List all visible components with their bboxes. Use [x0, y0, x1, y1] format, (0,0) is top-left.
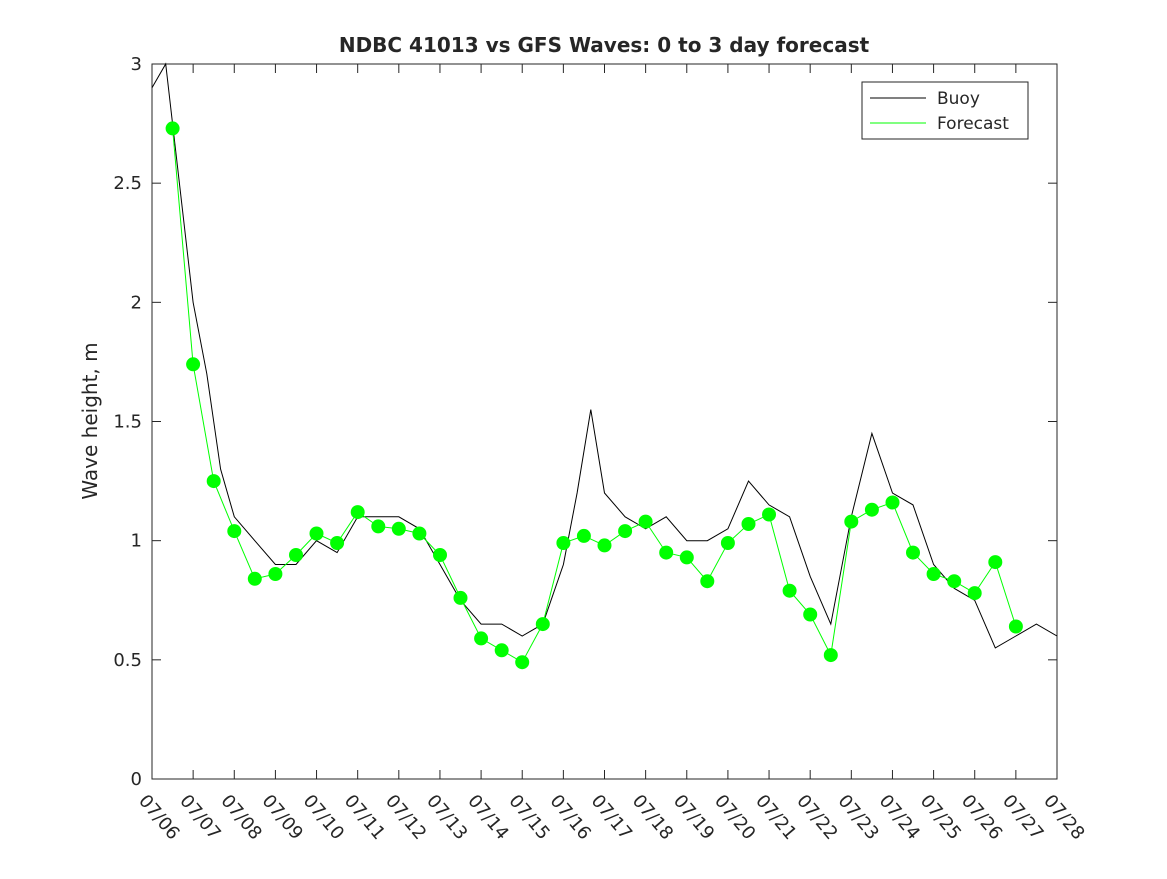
- forecast-point: [371, 519, 386, 534]
- forecast-point: [1008, 619, 1023, 634]
- forecast-point: [515, 655, 530, 670]
- forecast-point: [165, 121, 180, 136]
- forecast-point: [618, 524, 633, 539]
- forecast-point: [700, 574, 715, 589]
- forecast-point: [967, 586, 982, 601]
- legend-label: Forecast: [937, 114, 1009, 134]
- forecast-point: [885, 495, 900, 510]
- y-tick-label: 2: [131, 292, 142, 313]
- forecast-point: [247, 571, 262, 586]
- forecast-point: [638, 514, 653, 529]
- forecast-point: [906, 545, 920, 560]
- forecast-point: [720, 536, 735, 550]
- legend-label: Buoy: [937, 89, 980, 109]
- forecast-point: [823, 648, 838, 663]
- axes-box: [151, 63, 1058, 780]
- forecast-point: [309, 526, 324, 541]
- y-tick-label: 1: [131, 531, 142, 552]
- y-tick-label: 2.5: [113, 173, 142, 194]
- y-tick-label: 0: [131, 769, 142, 790]
- y-tick-label: 1.5: [113, 412, 142, 433]
- forecast-point: [926, 567, 941, 581]
- forecast-point: [762, 507, 776, 522]
- legend-box: [861, 81, 1029, 140]
- forecast-point: [947, 574, 962, 589]
- forecast-point: [227, 524, 242, 539]
- forecast-point: [576, 528, 591, 543]
- forecast-point: [186, 357, 201, 372]
- forecast-point: [679, 550, 694, 565]
- y-axis-label: Wave height, m: [78, 342, 102, 499]
- forecast-point: [391, 521, 406, 536]
- forecast-point: [206, 474, 221, 489]
- forecast-point: [741, 517, 756, 531]
- forecast-point: [782, 583, 797, 598]
- y-tick-label: 0.5: [113, 650, 142, 671]
- buoy-series-line: [151, 62, 1058, 649]
- series-layer: [151, 62, 1058, 670]
- forecast-point: [268, 567, 283, 581]
- plot-area: 07/0607/0707/0807/0907/1007/1107/1207/13…: [113, 54, 1088, 844]
- forecast-point: [535, 617, 550, 632]
- forecast-point: [453, 590, 468, 605]
- chart-title: NDBC 41013 vs GFS Waves: 0 to 3 day fore…: [339, 33, 870, 57]
- forecast-point: [330, 536, 345, 550]
- y-tick-label: 3: [131, 54, 142, 75]
- forecast-point: [474, 631, 489, 646]
- legend: Buoy Forecast: [861, 81, 1029, 140]
- forecast-point: [844, 514, 859, 529]
- forecast-point: [803, 607, 818, 622]
- forecast-point: [988, 555, 1003, 570]
- forecast-point: [350, 505, 365, 520]
- forecast-point: [659, 545, 674, 560]
- forecast-point: [289, 548, 303, 562]
- forecast-point: [556, 536, 571, 550]
- forecast-point: [494, 643, 509, 658]
- forecast-point: [412, 526, 427, 541]
- forecast-point: [597, 538, 612, 553]
- forecast-point: [864, 502, 879, 517]
- forecast-point: [433, 548, 447, 562]
